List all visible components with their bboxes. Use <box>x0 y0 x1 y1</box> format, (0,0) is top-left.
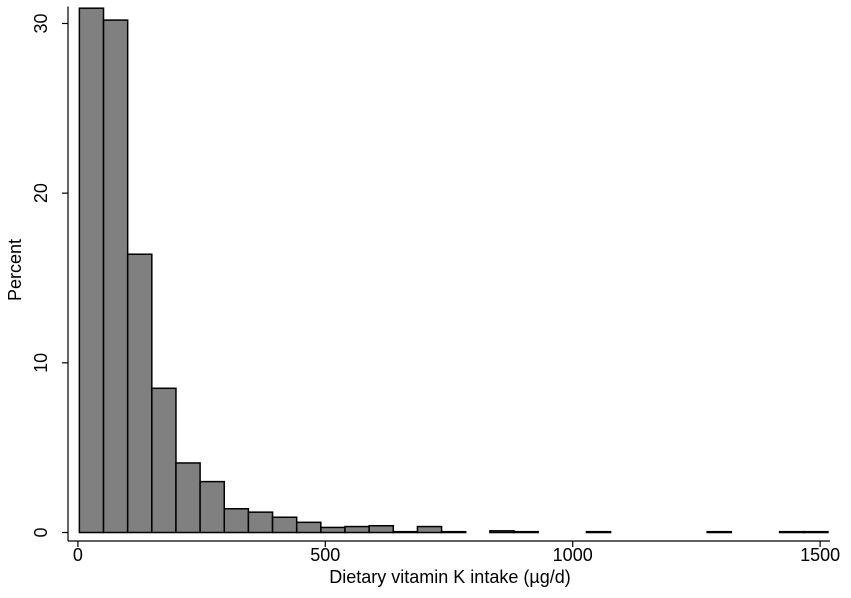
bar <box>392 530 419 534</box>
x-tick-label: 500 <box>310 545 340 565</box>
bar <box>295 521 322 534</box>
bar <box>151 387 177 534</box>
y-axis-title: Percent <box>5 239 25 301</box>
bar <box>803 530 829 534</box>
bar <box>585 530 612 534</box>
x-tick-label: 1000 <box>553 545 593 565</box>
x-tick-label: 0 <box>73 545 83 565</box>
bar <box>778 530 805 534</box>
y-tick-label: 30 <box>31 13 51 33</box>
bar <box>706 530 733 534</box>
y-tick-label: 0 <box>31 528 51 538</box>
y-tick-label: 20 <box>31 183 51 203</box>
bar <box>175 462 201 534</box>
x-tick-label: 1500 <box>800 545 840 565</box>
bar <box>199 480 226 534</box>
bar <box>78 7 105 534</box>
x-axis-title: Dietary vitamin K intake (µg/d) <box>329 567 570 587</box>
bar <box>513 530 539 534</box>
bar <box>344 525 370 534</box>
bar <box>416 525 443 534</box>
bar <box>247 511 274 534</box>
bar <box>223 508 250 534</box>
bar <box>102 19 129 534</box>
bar <box>320 526 346 534</box>
bar <box>489 530 515 534</box>
bar <box>126 253 153 534</box>
bar <box>440 530 467 534</box>
bar <box>271 516 298 534</box>
bar <box>368 524 395 534</box>
y-tick-label: 10 <box>31 353 51 373</box>
